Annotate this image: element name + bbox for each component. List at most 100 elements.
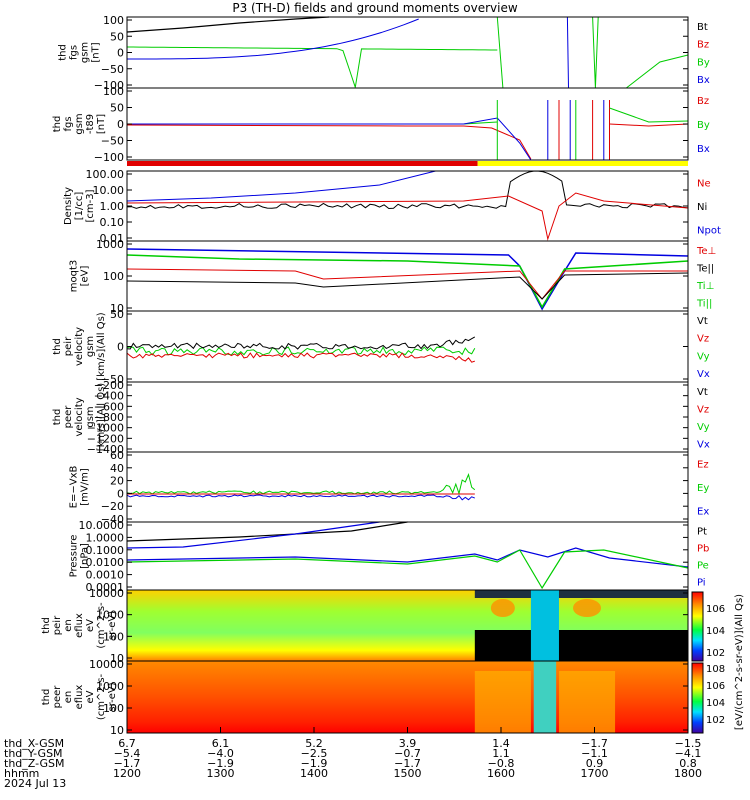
ylabel-line: sr-eV) <box>107 682 118 711</box>
xaxis-date: 2024 Jul 13 <box>4 777 66 790</box>
xaxis-value: 1200 <box>113 767 141 780</box>
heatmap-low <box>474 630 688 661</box>
ylabel-line: eV <box>85 619 96 632</box>
ytick-label: 20 <box>110 475 124 488</box>
legend-entry: Bt <box>697 22 708 33</box>
series-bz-tail <box>609 123 689 127</box>
ylabel-line: thd <box>41 617 52 634</box>
xaxis-value: −1.5 <box>675 737 702 750</box>
series-bx <box>127 18 419 60</box>
ylabel-line: (cm^2-s- <box>96 673 107 720</box>
ytick-label: 0 <box>117 118 124 131</box>
panel-10: 10000 1000 100 10 thd peer en eflux eV (cm^2-s-sr… <box>41 658 689 737</box>
xaxis-value: −1.1 <box>581 747 608 760</box>
ytick-label: 0.0001 <box>86 581 125 594</box>
ytick-label: 60 <box>110 449 124 462</box>
xaxis-value: −0.7 <box>394 747 421 760</box>
colorbar-bottom <box>691 662 704 734</box>
series-by <box>127 46 498 88</box>
ylabel-line: peer <box>52 685 63 709</box>
ylabel-line: [eV] <box>80 266 91 287</box>
xaxis-value: −4.0 <box>207 747 234 760</box>
series-by-spike2 <box>592 16 599 89</box>
ytick-label: −50 <box>101 63 124 76</box>
heatmap-band <box>474 671 531 733</box>
ylabel-line: sr-eV) <box>107 611 118 640</box>
legend-entry: Pe <box>697 561 709 572</box>
series-tepar <box>126 272 689 300</box>
ytick-label: −40 <box>101 513 124 526</box>
series-ey <box>126 472 476 496</box>
legend-entry: Ni <box>697 202 707 213</box>
ylabel-line: peer <box>63 405 74 429</box>
colorbar-top <box>691 591 704 662</box>
ylabel-line: [km/s](All Qs) <box>96 383 107 451</box>
legend-entry: Vt <box>697 316 708 327</box>
ytick-label: −1000 <box>87 422 124 435</box>
ylabel-line: Pressure <box>69 535 80 578</box>
xaxis-value: 1300 <box>207 767 235 780</box>
ylabel-line: [nT] <box>96 114 107 134</box>
xaxis-row-label: thd_Z-GSM <box>4 757 64 770</box>
panel-2: 100 50 0 −50 −100 thd fgs gsm -t89 [nT] Bz By Bx <box>52 85 710 164</box>
ylabel-line: E=−VxB <box>69 466 80 509</box>
legend-entry: Pi <box>697 578 706 589</box>
ytick-label: −50 <box>101 135 124 148</box>
ytick-label: 50 <box>110 308 124 321</box>
legend-entry: Bx <box>697 144 710 155</box>
ytick-label: 100 <box>103 270 124 283</box>
ytick-label: 1.00 <box>100 200 125 213</box>
mode-bar-red <box>127 161 478 166</box>
ylabel-line: eflux <box>74 613 85 638</box>
colorbar-tick: 102 <box>706 648 725 659</box>
ytick-label: 50 <box>110 102 124 115</box>
ytick-label: 40 <box>110 462 124 475</box>
xaxis-row-label: thd_Y-GSM <box>4 747 63 760</box>
xaxis-value: −1.7 <box>394 757 421 770</box>
ytick-label: −600 <box>94 400 124 413</box>
heatmap-core <box>530 590 559 661</box>
legend-entry: Te|| <box>696 263 714 274</box>
colorbar-tick: 108 <box>706 664 725 675</box>
chart-title: P3 (TH-D) fields and ground moments over… <box>232 1 518 15</box>
xaxis-value: 5.2 <box>305 737 323 750</box>
series-by-spike <box>496 16 504 89</box>
ylabel-line: velocity <box>74 327 85 366</box>
ylabel-line: peir <box>63 336 74 356</box>
panel-frame <box>126 451 689 523</box>
legend-entry: Ti|| <box>696 298 712 309</box>
panel-1: 100 50 0 −50 −100 thd fgs gsm [nT] Bt Bz By Bx <box>58 14 710 92</box>
ytick-label: 100 <box>103 14 124 27</box>
ytick-label: −100 <box>94 151 124 164</box>
ytick-label: 10.0000 <box>79 519 125 532</box>
heatmap-blob <box>573 599 602 617</box>
ylabel-line: peir <box>52 615 63 635</box>
xaxis-value: 1600 <box>487 767 515 780</box>
colorbar-tick: 102 <box>706 715 725 726</box>
xaxis-value: 6.1 <box>212 737 230 750</box>
ytick-label: −1200 <box>87 432 124 445</box>
ylabel-line: gsm <box>85 406 96 427</box>
series-ni <box>126 170 689 210</box>
xaxis-value: −2.5 <box>301 747 328 760</box>
legend-entry: Vt <box>697 387 708 398</box>
ytick-label: 1000 <box>96 609 124 622</box>
legend-entry: Vx <box>697 439 710 450</box>
legend-entry: Ex <box>697 506 709 517</box>
ylabel-line: en <box>63 619 74 632</box>
ytick-label: 10 <box>110 652 124 665</box>
legend-entry: Ti⊥ <box>696 281 714 292</box>
ytick-label: 0 <box>117 47 124 60</box>
ylabel-line: gsm <box>74 113 85 134</box>
ylabel-line: fgs <box>69 45 80 60</box>
panel-5: 50 0 −50 thd peir velocity gsm [km/s](All Qs) Vt… <box>52 308 710 386</box>
ytick-label: −100 <box>94 79 124 92</box>
series-npot <box>126 170 436 202</box>
ytick-label: 0 <box>117 487 124 500</box>
ytick-label: 100 <box>103 85 124 98</box>
series-teperp <box>126 268 688 300</box>
xaxis-value: 1.1 <box>492 747 510 760</box>
legend-entry: Ez <box>697 460 709 471</box>
